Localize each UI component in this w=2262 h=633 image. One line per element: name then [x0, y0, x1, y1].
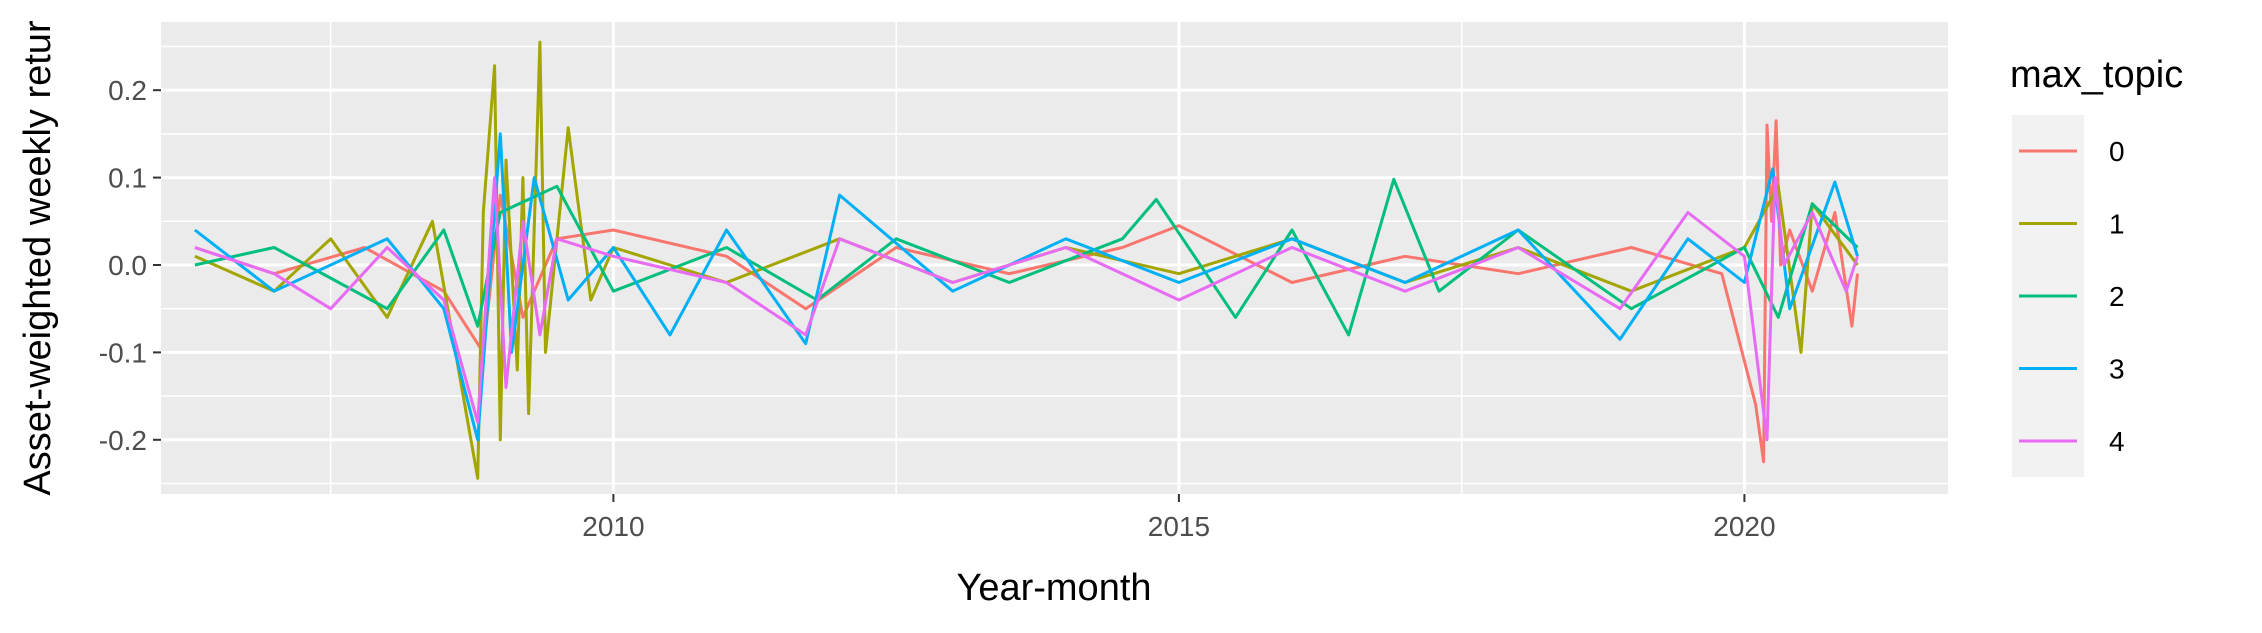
series-line-2 [194, 177, 1859, 337]
x-tick-label: 2015 [1148, 511, 1210, 542]
y-axis: -0.2 -0.1 0.0 0.1 0.2 [99, 75, 161, 456]
y-tick-label: 0.2 [108, 75, 147, 106]
y-tick-label: 0.1 [108, 163, 147, 194]
y-axis-title: Asset-weighted weekly retur [17, 20, 59, 496]
series-line-3 [193, 132, 1859, 442]
legend-label-1: 1 [2109, 209, 2125, 240]
legend-label-0: 0 [2109, 136, 2125, 167]
x-axis-title: Year-month [956, 567, 1151, 609]
y-tick-label: 0.0 [108, 250, 147, 281]
legend-label-2: 2 [2109, 281, 2125, 312]
minor-gridlines [161, 22, 1948, 494]
series-line-4 [194, 176, 1859, 442]
x-tick-label: 2010 [582, 511, 644, 542]
x-tick-label: 2020 [1713, 511, 1775, 542]
series-layer [193, 40, 1859, 480]
y-tick-label: -0.2 [99, 425, 147, 456]
y-tick-label: -0.1 [99, 337, 147, 368]
series-line-0 [194, 119, 1859, 464]
legend-title: max_topic [2010, 54, 2183, 96]
legend-label-3: 3 [2109, 354, 2125, 385]
plot-panel [161, 22, 1948, 494]
legend: max_topic 0 1 2 3 4 [2010, 54, 2183, 477]
legend-entries: 0 1 2 3 4 [2019, 136, 2125, 457]
legend-label-4: 4 [2109, 426, 2125, 457]
x-axis: 2010 2015 2020 [582, 494, 1776, 542]
